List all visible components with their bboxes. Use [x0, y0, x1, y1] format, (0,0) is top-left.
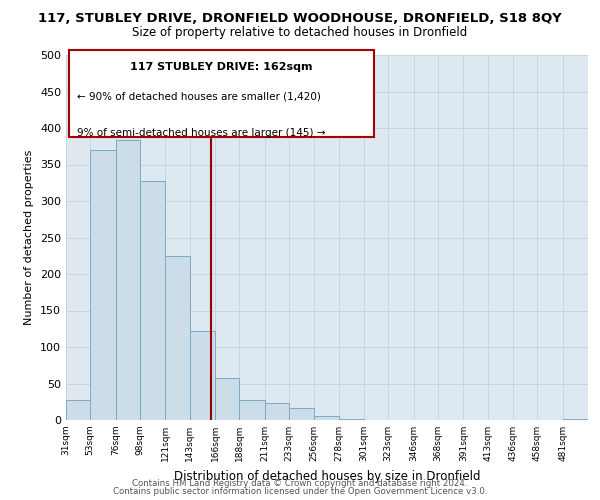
Bar	[140, 182, 166, 420]
Bar	[563, 418, 588, 420]
Text: Contains public sector information licensed under the Open Government Licence v3: Contains public sector information licen…	[113, 487, 487, 496]
Text: Contains HM Land Registry data © Crown copyright and database right 2024.: Contains HM Land Registry data © Crown c…	[132, 478, 468, 488]
Bar	[190, 331, 215, 420]
Bar	[116, 140, 140, 420]
Text: Size of property relative to detached houses in Dronfield: Size of property relative to detached ho…	[133, 26, 467, 39]
Bar	[289, 408, 314, 420]
Y-axis label: Number of detached properties: Number of detached properties	[25, 150, 34, 325]
Text: 117 STUBLEY DRIVE: 162sqm: 117 STUBLEY DRIVE: 162sqm	[130, 62, 313, 72]
Bar	[166, 256, 190, 420]
Bar	[66, 400, 90, 420]
Bar	[265, 403, 289, 420]
Text: ← 90% of detached houses are smaller (1,420): ← 90% of detached houses are smaller (1,…	[77, 92, 320, 102]
Bar	[239, 400, 265, 420]
FancyBboxPatch shape	[69, 50, 374, 137]
Bar	[215, 378, 239, 420]
X-axis label: Distribution of detached houses by size in Dronfield: Distribution of detached houses by size …	[174, 470, 480, 482]
Bar	[90, 150, 116, 420]
Text: 9% of semi-detached houses are larger (145) →: 9% of semi-detached houses are larger (1…	[77, 128, 325, 138]
Text: 117, STUBLEY DRIVE, DRONFIELD WOODHOUSE, DRONFIELD, S18 8QY: 117, STUBLEY DRIVE, DRONFIELD WOODHOUSE,…	[38, 12, 562, 26]
Bar	[314, 416, 338, 420]
